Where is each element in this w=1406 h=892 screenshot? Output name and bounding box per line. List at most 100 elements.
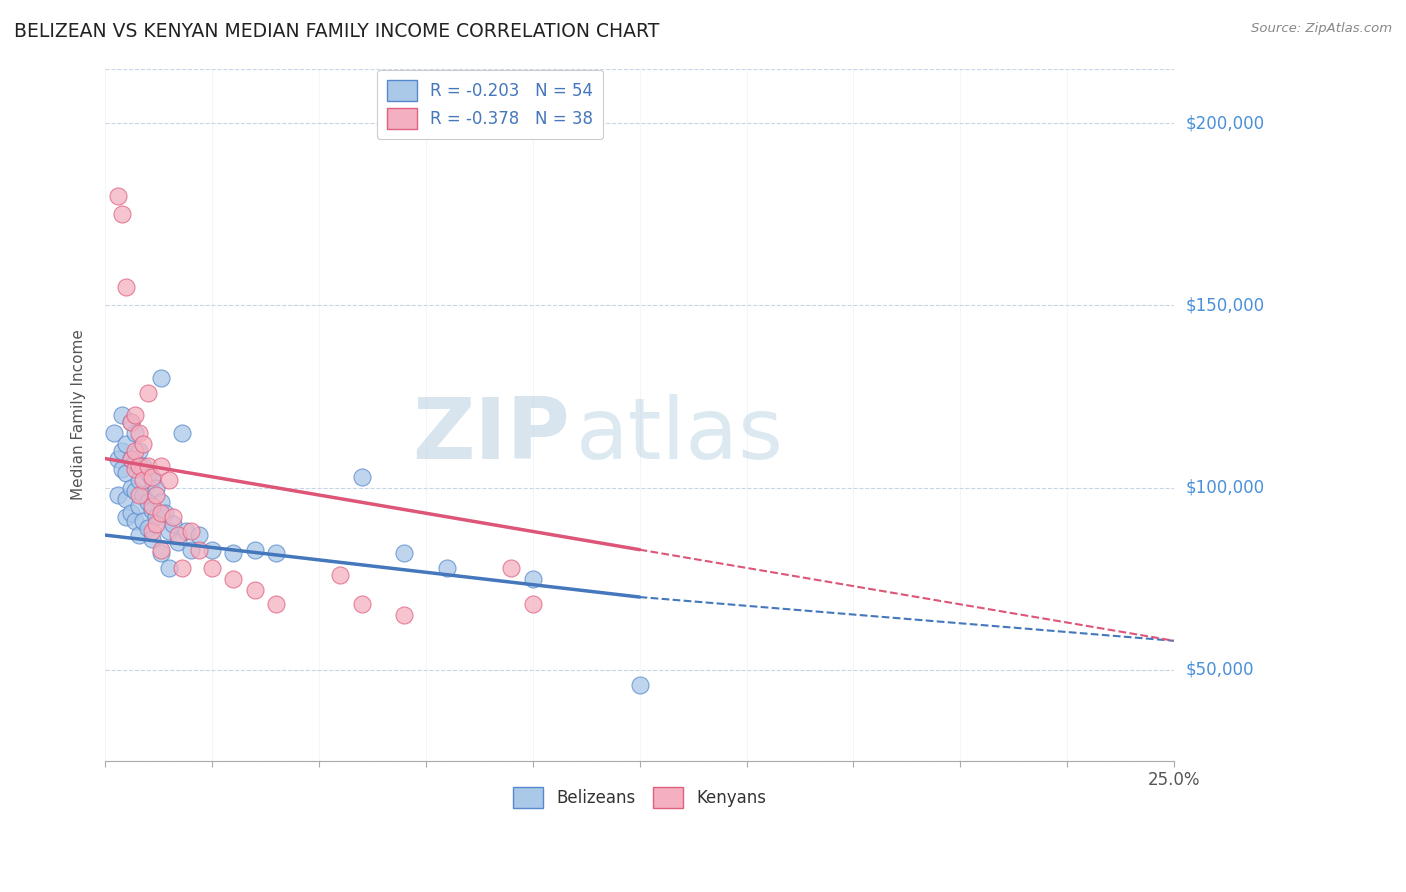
Point	[141, 474, 163, 488]
Y-axis label: Median Family Income: Median Family Income	[72, 329, 86, 500]
Point	[201, 542, 224, 557]
Text: $100,000: $100,000	[1185, 479, 1264, 497]
Point	[180, 542, 202, 557]
Point	[132, 514, 155, 528]
Point	[120, 481, 142, 495]
Point	[141, 532, 163, 546]
Point	[188, 542, 211, 557]
Point	[201, 561, 224, 575]
Point	[124, 408, 146, 422]
Point	[107, 488, 129, 502]
Point	[132, 437, 155, 451]
Point	[162, 509, 184, 524]
Point	[162, 517, 184, 532]
Point	[128, 488, 150, 502]
Point	[149, 495, 172, 509]
Point	[501, 561, 523, 575]
Point	[141, 524, 163, 539]
Legend: Belizeans, Kenyans: Belizeans, Kenyans	[506, 780, 772, 815]
Point	[153, 506, 176, 520]
Point	[132, 458, 155, 473]
Point	[174, 524, 197, 539]
Point	[180, 524, 202, 539]
Point	[128, 425, 150, 440]
Point	[149, 458, 172, 473]
Point	[522, 598, 544, 612]
Point	[145, 517, 167, 532]
Point	[188, 528, 211, 542]
Point	[120, 415, 142, 429]
Point	[145, 488, 167, 502]
Point	[115, 509, 138, 524]
Text: atlas: atlas	[575, 394, 783, 477]
Point	[136, 495, 159, 509]
Point	[124, 514, 146, 528]
Point	[115, 437, 138, 451]
Text: Source: ZipAtlas.com: Source: ZipAtlas.com	[1251, 22, 1392, 36]
Point	[149, 371, 172, 385]
Point	[124, 484, 146, 499]
Point	[115, 491, 138, 506]
Text: $200,000: $200,000	[1185, 114, 1264, 132]
Point	[522, 572, 544, 586]
Point	[103, 425, 125, 440]
Point	[222, 572, 245, 586]
Point	[166, 528, 188, 542]
Point	[107, 451, 129, 466]
Point	[115, 280, 138, 294]
Point	[394, 608, 416, 623]
Point	[136, 521, 159, 535]
Point	[394, 546, 416, 560]
Point	[136, 458, 159, 473]
Point	[329, 568, 352, 582]
Point	[166, 535, 188, 549]
Point	[149, 542, 172, 557]
Point	[141, 469, 163, 483]
Point	[107, 189, 129, 203]
Point	[111, 207, 134, 221]
Point	[132, 488, 155, 502]
Point	[149, 546, 172, 560]
Point	[115, 466, 138, 480]
Point	[120, 415, 142, 429]
Point	[128, 499, 150, 513]
Point	[157, 561, 180, 575]
Point	[436, 561, 458, 575]
Point	[350, 598, 373, 612]
Point	[157, 524, 180, 539]
Point	[170, 425, 193, 440]
Point	[149, 506, 172, 520]
Text: ZIP: ZIP	[412, 394, 569, 477]
Point	[628, 677, 651, 691]
Point	[128, 474, 150, 488]
Point	[222, 546, 245, 560]
Point	[157, 474, 180, 488]
Point	[132, 474, 155, 488]
Point	[128, 444, 150, 458]
Point	[141, 502, 163, 516]
Point	[264, 546, 287, 560]
Point	[243, 582, 266, 597]
Text: BELIZEAN VS KENYAN MEDIAN FAMILY INCOME CORRELATION CHART: BELIZEAN VS KENYAN MEDIAN FAMILY INCOME …	[14, 22, 659, 41]
Point	[120, 506, 142, 520]
Point	[111, 444, 134, 458]
Point	[136, 466, 159, 480]
Point	[124, 444, 146, 458]
Point	[145, 481, 167, 495]
Point	[120, 451, 142, 466]
Point	[124, 462, 146, 476]
Point	[243, 542, 266, 557]
Text: $50,000: $50,000	[1185, 661, 1254, 679]
Point	[350, 469, 373, 483]
Point	[145, 509, 167, 524]
Point	[141, 499, 163, 513]
Point	[128, 458, 150, 473]
Point	[120, 451, 142, 466]
Point	[170, 561, 193, 575]
Point	[111, 462, 134, 476]
Point	[124, 455, 146, 469]
Point	[111, 408, 134, 422]
Point	[128, 528, 150, 542]
Text: $150,000: $150,000	[1185, 296, 1264, 315]
Point	[136, 386, 159, 401]
